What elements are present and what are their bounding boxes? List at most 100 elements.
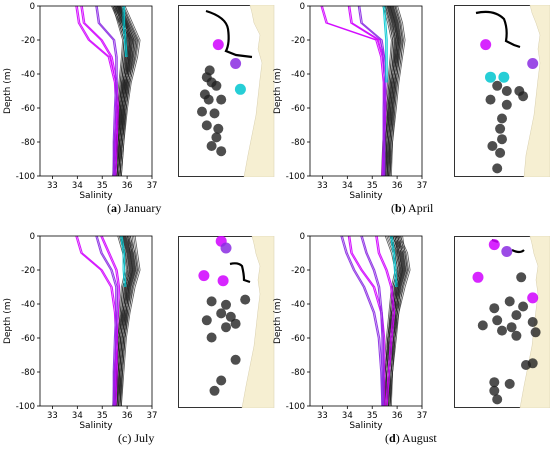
panel-b-station-black-11 [492, 163, 503, 174]
panel-c-profile-black-2-4 [119, 235, 140, 407]
panel-d-profile-black-3-5 [391, 235, 409, 407]
panel-b-station-map [454, 5, 550, 177]
panel-c-ytick-label-0: 0 [30, 232, 35, 242]
caption-c-month: July [134, 431, 155, 445]
panel-b-station-black-3 [501, 99, 512, 110]
panel-b-axes-frame [309, 5, 423, 177]
panel-c-profile-black-3-4 [118, 235, 132, 407]
panel-c-xtick-label-37: 37 [147, 411, 158, 421]
panel-a-ytick-label-0: 0 [30, 2, 35, 12]
panel-b-station-purple-0 [527, 58, 539, 69]
panel-a-station-black-6 [197, 106, 207, 117]
panel-c-profile-black-3-5 [119, 235, 134, 407]
panel-b-profile-black-3-5 [388, 5, 400, 177]
panel-d-xtick-label-35: 35 [367, 411, 378, 421]
panel-b-station-black-1 [501, 86, 512, 96]
panel-c-ytick-label--80: -80 [21, 368, 35, 378]
panel-b-station-black-9 [487, 141, 498, 151]
panel-c-profile-black-2-3 [118, 235, 138, 407]
panel-b-station-cyan-0 [485, 71, 496, 83]
panel-a-xtick-label-35: 35 [97, 181, 108, 191]
caption-d-letter: d [389, 431, 396, 445]
panel-d-station-black-11 [511, 330, 522, 341]
panel-b-xtick-label-33: 33 [317, 181, 328, 191]
panel-a-profile-cyan-0-1 [124, 6, 128, 58]
panel-c-station-black-1 [221, 299, 231, 310]
panel-b-profile-black-3-2 [384, 5, 395, 177]
panel-a-profile-chart: 33 34 35 36 37 0 -20 -40 -60 -80 -100 Salinity Depth… [3, 2, 158, 200]
panel-a-profile-cyan-0-0 [122, 6, 127, 58]
panel-d-xtick-label-37: 37 [417, 411, 428, 421]
panel-d-station-black-1 [504, 296, 515, 307]
panel-b-station-magenta-0 [480, 39, 492, 51]
panel-a-station-black-11 [211, 132, 222, 143]
panel-a-station-black-9 [216, 94, 227, 105]
panel-c-xtick-label-36: 36 [122, 411, 133, 421]
panel-b-station-cyan-1 [498, 71, 510, 83]
panel-a-station-black-10 [213, 123, 224, 134]
panel-c-xtick-label-34: 34 [72, 411, 83, 421]
panel-b-profile-magenta-1-1 [321, 5, 386, 177]
panel-b-profile-magenta-0-1 [349, 5, 387, 176]
panel-b-profile-black-3-3 [385, 5, 397, 177]
panel-b-ylabel: Depth (m) [273, 68, 283, 114]
panel-d-station-black-15 [504, 378, 515, 389]
panel-b-ytick-label--60: -60 [291, 104, 305, 114]
panel-a-station-black-3 [211, 80, 222, 91]
panel-b-profile-black-2-4 [389, 5, 405, 177]
panel-d-station-black-16 [489, 385, 500, 396]
panel-d-ytick-label--80: -80 [291, 368, 305, 378]
panel-b-station-black-6 [497, 113, 507, 124]
panel-b-profile-black-3-4 [387, 5, 398, 177]
panel-d-profile-purple-0-1 [341, 235, 384, 407]
panel-c-ytick-label--20: -20 [21, 266, 35, 276]
panel-d-profile-chart: 33 34 35 36 37 0 -20 -40 -60 -80 -100 Salinity Depth… [273, 232, 428, 430]
panel-a-profile-black-3-4 [119, 5, 140, 177]
panel-b-ytick-label--100: -100 [286, 172, 305, 182]
panel-b-xtick-label-36: 36 [392, 181, 403, 191]
panel-d-profile-purple-1-1 [361, 235, 384, 406]
panel-a-ytick-label--20: -20 [21, 36, 35, 46]
panel-a-profile-purple-0-1 [96, 5, 118, 176]
panel-d-profile-cyan-0-1 [391, 235, 398, 288]
panel-c-station-black-6 [230, 318, 241, 329]
panel-a-station-magenta-0 [212, 39, 224, 51]
panel-b-xlabel: Salinity [349, 191, 383, 200]
panel-a-xtick-label-33: 33 [47, 181, 58, 191]
panel-b-front-line [475, 10, 521, 49]
panel-a-xtick-label-36: 36 [122, 181, 133, 191]
panel-b-xtick-label-34: 34 [342, 181, 353, 191]
panel-d-station-map [454, 236, 550, 408]
caption-b-month: April [408, 201, 434, 215]
panel-a-ytick-label--40: -40 [21, 70, 35, 80]
panel-c-profile-magenta-1-1 [101, 235, 121, 407]
panel-d-station-magenta-1 [472, 271, 484, 283]
panel-d-station-black-3 [489, 303, 500, 314]
panel-a-ytick-label--100: -100 [16, 172, 35, 182]
panel-b-ytick-label--20: -20 [291, 36, 305, 46]
panel-d-ytick-label--100: -100 [286, 402, 305, 412]
panel-d-profile-purple-1-0 [360, 235, 383, 406]
panel-b-station-black-7 [495, 123, 506, 134]
panel-b-profile-purple-0-0 [357, 5, 385, 176]
panel-c-station-map [178, 236, 275, 408]
panel-c-profile-magenta-0-1 [76, 235, 118, 407]
panel-c-profile-cyan-0-1 [121, 235, 127, 288]
panel-a-front-line [205, 9, 253, 59]
panel-a-xtick-label-37: 37 [147, 181, 158, 191]
panel-c-profile-black-2-1 [115, 235, 135, 407]
panel-d-profile-cyan-0-0 [390, 235, 397, 288]
panel-a-coastline [243, 5, 275, 177]
caption-b: (b) April [391, 201, 434, 215]
panel-c-front-line [229, 262, 251, 284]
panel-c-profile-magenta-0-0 [75, 235, 117, 407]
panel-b-station-black-5 [518, 91, 529, 102]
panel-d-station-black-7 [477, 320, 488, 331]
panel-d-station-black-10 [530, 327, 541, 338]
caption-d-month: August [402, 431, 437, 445]
panel-d-profile-magenta-1-1 [349, 235, 386, 406]
panel-c-ytick-label--100: -100 [16, 402, 35, 412]
panel-d-ytick-label--20: -20 [291, 266, 305, 276]
panel-b-profile-chart: 33 34 35 36 37 0 -20 -40 -60 -80 -100 Salinity Depth… [273, 2, 427, 200]
panel-c-coastline [241, 236, 275, 408]
